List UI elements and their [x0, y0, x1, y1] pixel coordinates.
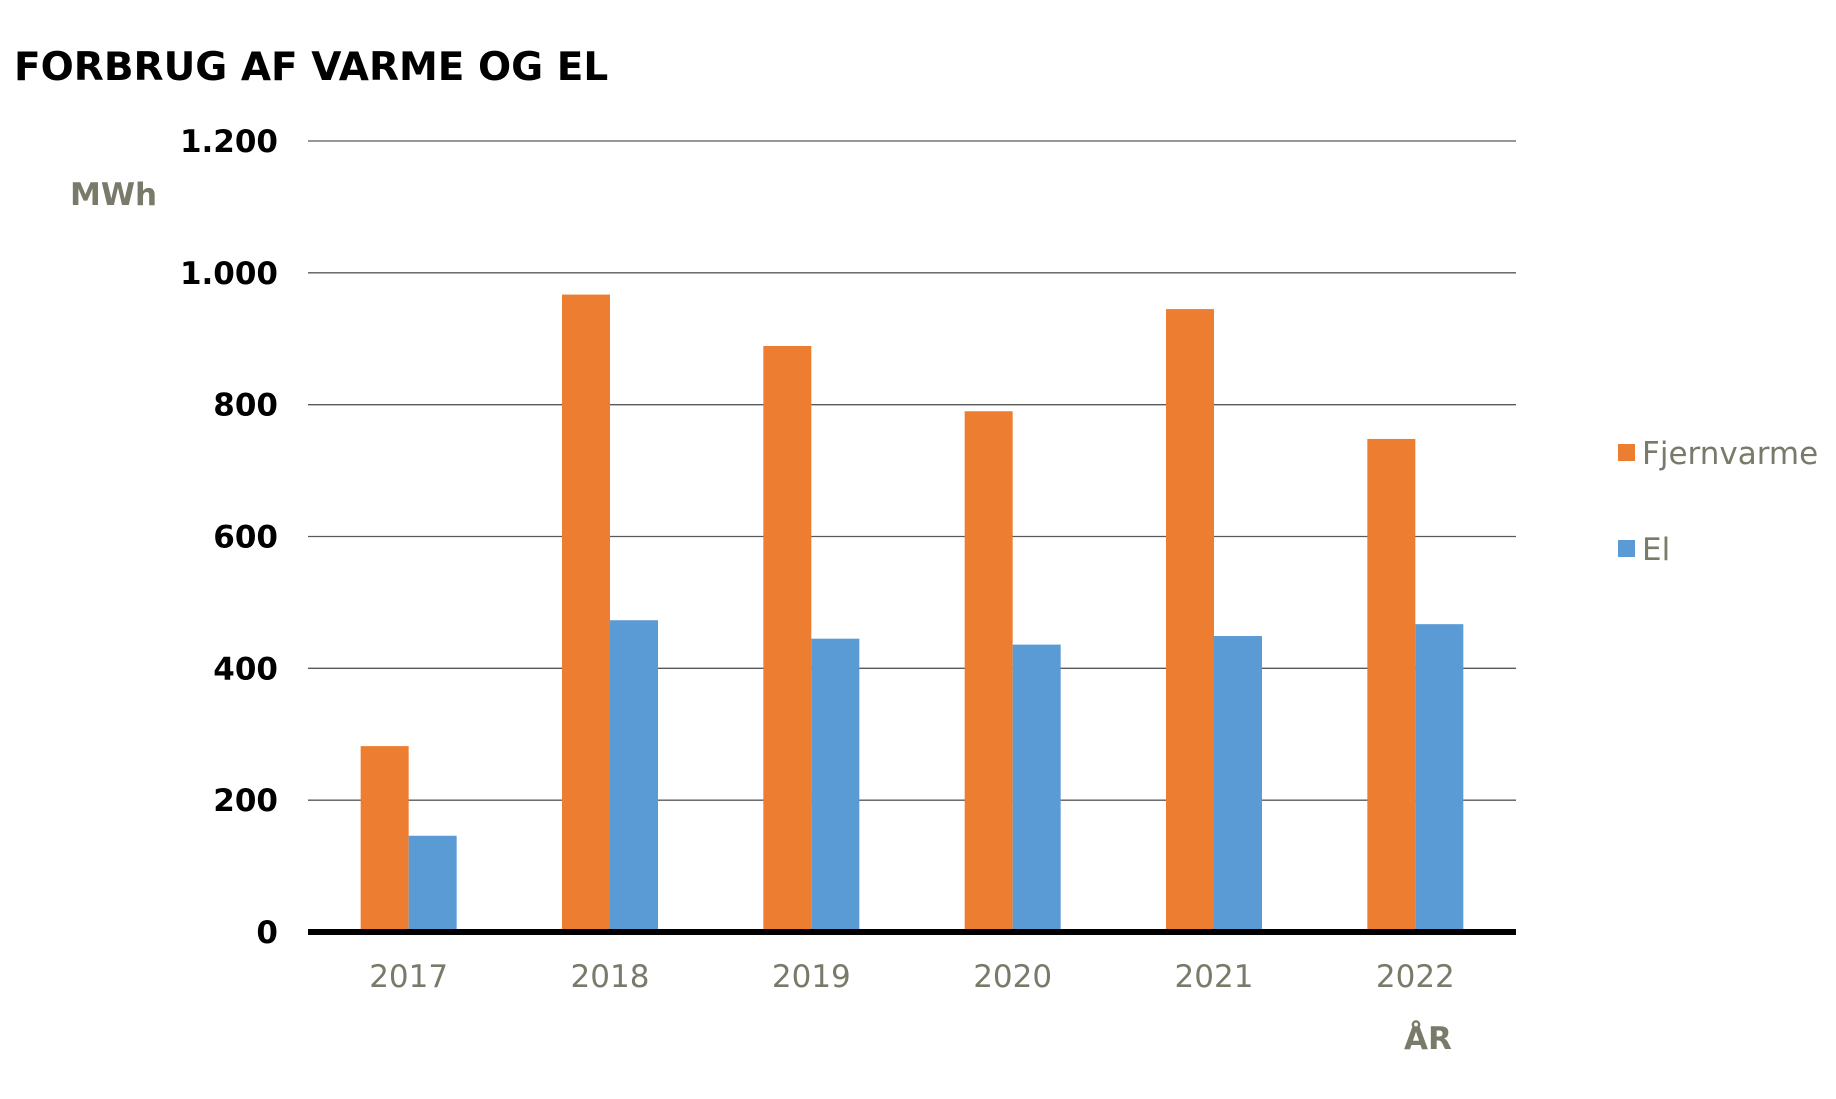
x-tick-label: 2019	[772, 959, 851, 995]
bar-el-2017	[408, 835, 457, 932]
bar-el-2020	[1012, 644, 1061, 932]
x-tick-label: 2022	[1376, 959, 1455, 995]
x-tick-label: 2017	[369, 959, 448, 995]
x-axis-title: ÅR	[1404, 1020, 1452, 1057]
chart-title: FORBRUG AF VARME OG EL	[14, 45, 608, 90]
bar-el-2019	[811, 638, 860, 932]
x-tick-labels: 2017 2018 2019 2020 2021 2022	[369, 959, 1455, 995]
bar-fjernvarme-2020	[964, 411, 1013, 933]
y-tick-labels: 0 200 400 600 800 1.000 1.200	[180, 124, 278, 951]
x-tick-label: 2021	[1175, 959, 1254, 995]
bar-el-2018	[610, 620, 658, 932]
gridlines	[308, 140, 1516, 801]
y-tick-label: 400	[213, 651, 278, 687]
y-axis-title: MWh	[70, 177, 157, 213]
x-tick-label: 2018	[571, 959, 650, 995]
legend-swatch-el	[1618, 540, 1635, 557]
y-tick-label: 1.000	[180, 256, 278, 292]
bar-fjernvarme-2018	[562, 294, 610, 933]
bar-fjernvarme-2022	[1367, 438, 1416, 932]
y-tick-label: 800	[213, 388, 278, 424]
y-tick-label: 200	[213, 783, 278, 819]
legend-swatch-fjernvarme	[1618, 444, 1635, 461]
bar-fjernvarme-2021	[1166, 309, 1214, 932]
legend: Fjernvarme El	[1618, 436, 1818, 568]
bar-el-2022	[1415, 624, 1464, 932]
legend-label-el: El	[1642, 532, 1670, 568]
x-tick-label: 2020	[973, 959, 1052, 995]
y-tick-label: 0	[256, 915, 278, 951]
bar-fjernvarme-2017	[360, 746, 409, 932]
bar-fjernvarme-2019	[763, 346, 812, 932]
y-tick-label: 1.200	[180, 124, 278, 160]
bars	[360, 294, 1464, 933]
bar-el-2021	[1214, 636, 1262, 932]
legend-label-fjernvarme: Fjernvarme	[1642, 436, 1818, 472]
y-tick-label: 600	[213, 520, 278, 556]
